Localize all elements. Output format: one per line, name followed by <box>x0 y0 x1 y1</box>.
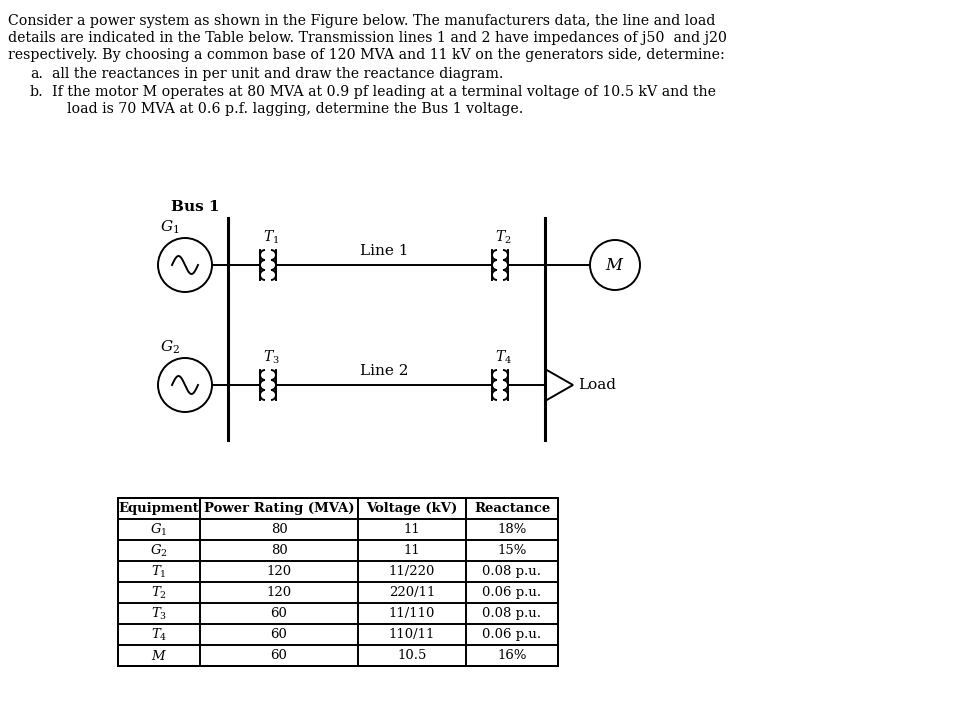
Text: 0.08 p.u.: 0.08 p.u. <box>482 607 542 620</box>
Text: $T_1$: $T_1$ <box>151 563 167 579</box>
Text: 11: 11 <box>403 523 421 536</box>
Text: 60: 60 <box>271 628 287 641</box>
Text: 0.06 p.u.: 0.06 p.u. <box>482 628 542 641</box>
Text: $T_4$: $T_4$ <box>495 348 512 366</box>
Text: $T_3$: $T_3$ <box>151 605 168 622</box>
Text: 110/11: 110/11 <box>389 628 435 641</box>
Text: $T_3$: $T_3$ <box>263 348 280 366</box>
Text: $T_1$: $T_1$ <box>263 229 280 246</box>
Text: Bus 1: Bus 1 <box>171 200 220 214</box>
Text: $G_1$: $G_1$ <box>160 219 179 236</box>
Text: a.: a. <box>30 67 43 81</box>
Text: 0.08 p.u.: 0.08 p.u. <box>482 565 542 578</box>
Text: 10.5: 10.5 <box>397 649 427 662</box>
Text: 11/110: 11/110 <box>389 607 435 620</box>
Text: Equipment: Equipment <box>119 502 200 515</box>
Text: Consider a power system as shown in the Figure below. The manufacturers data, th: Consider a power system as shown in the … <box>8 14 715 28</box>
Text: Load: Load <box>578 378 616 392</box>
Text: $T_2$: $T_2$ <box>151 584 167 601</box>
Text: Voltage (kV): Voltage (kV) <box>366 502 458 515</box>
Text: 11: 11 <box>403 544 421 557</box>
Text: load is 70 MVA at 0.6 p.f. lagging, determine the Bus 1 voltage.: load is 70 MVA at 0.6 p.f. lagging, dete… <box>67 102 523 116</box>
Text: $T_4$: $T_4$ <box>151 627 168 643</box>
Text: 60: 60 <box>271 649 287 662</box>
Text: 80: 80 <box>271 523 287 536</box>
Text: $G_1$: $G_1$ <box>150 522 168 538</box>
Text: all the reactances in per unit and draw the reactance diagram.: all the reactances in per unit and draw … <box>52 67 504 81</box>
Text: Power Rating (MVA): Power Rating (MVA) <box>204 502 355 515</box>
Text: respectively. By choosing a common base of 120 MVA and 11 kV on the generators s: respectively. By choosing a common base … <box>8 48 725 62</box>
Text: 120: 120 <box>267 586 291 599</box>
Text: 120: 120 <box>267 565 291 578</box>
Text: 15%: 15% <box>498 544 527 557</box>
Text: 16%: 16% <box>498 649 527 662</box>
Text: 18%: 18% <box>498 523 527 536</box>
Text: b.: b. <box>30 85 44 99</box>
Text: If the motor M operates at 80 MVA at 0.9 pf leading at a terminal voltage of 10.: If the motor M operates at 80 MVA at 0.9… <box>52 85 716 99</box>
Text: $T_2$: $T_2$ <box>495 229 511 246</box>
Text: Reactance: Reactance <box>474 502 550 515</box>
Text: $M$: $M$ <box>605 256 624 273</box>
Text: $G_2$: $G_2$ <box>160 339 180 356</box>
Text: 60: 60 <box>271 607 287 620</box>
Text: 80: 80 <box>271 544 287 557</box>
Text: 11/220: 11/220 <box>389 565 435 578</box>
Text: details are indicated in the Table below. Transmission lines 1 and 2 have impeda: details are indicated in the Table below… <box>8 31 727 45</box>
Bar <box>118 498 558 666</box>
Text: 0.06 p.u.: 0.06 p.u. <box>482 586 542 599</box>
Text: Line 1: Line 1 <box>359 244 408 258</box>
Text: $G_2$: $G_2$ <box>150 543 168 558</box>
Text: 220/11: 220/11 <box>389 586 435 599</box>
Text: Line 2: Line 2 <box>359 364 408 378</box>
Text: $M$: $M$ <box>151 648 167 662</box>
